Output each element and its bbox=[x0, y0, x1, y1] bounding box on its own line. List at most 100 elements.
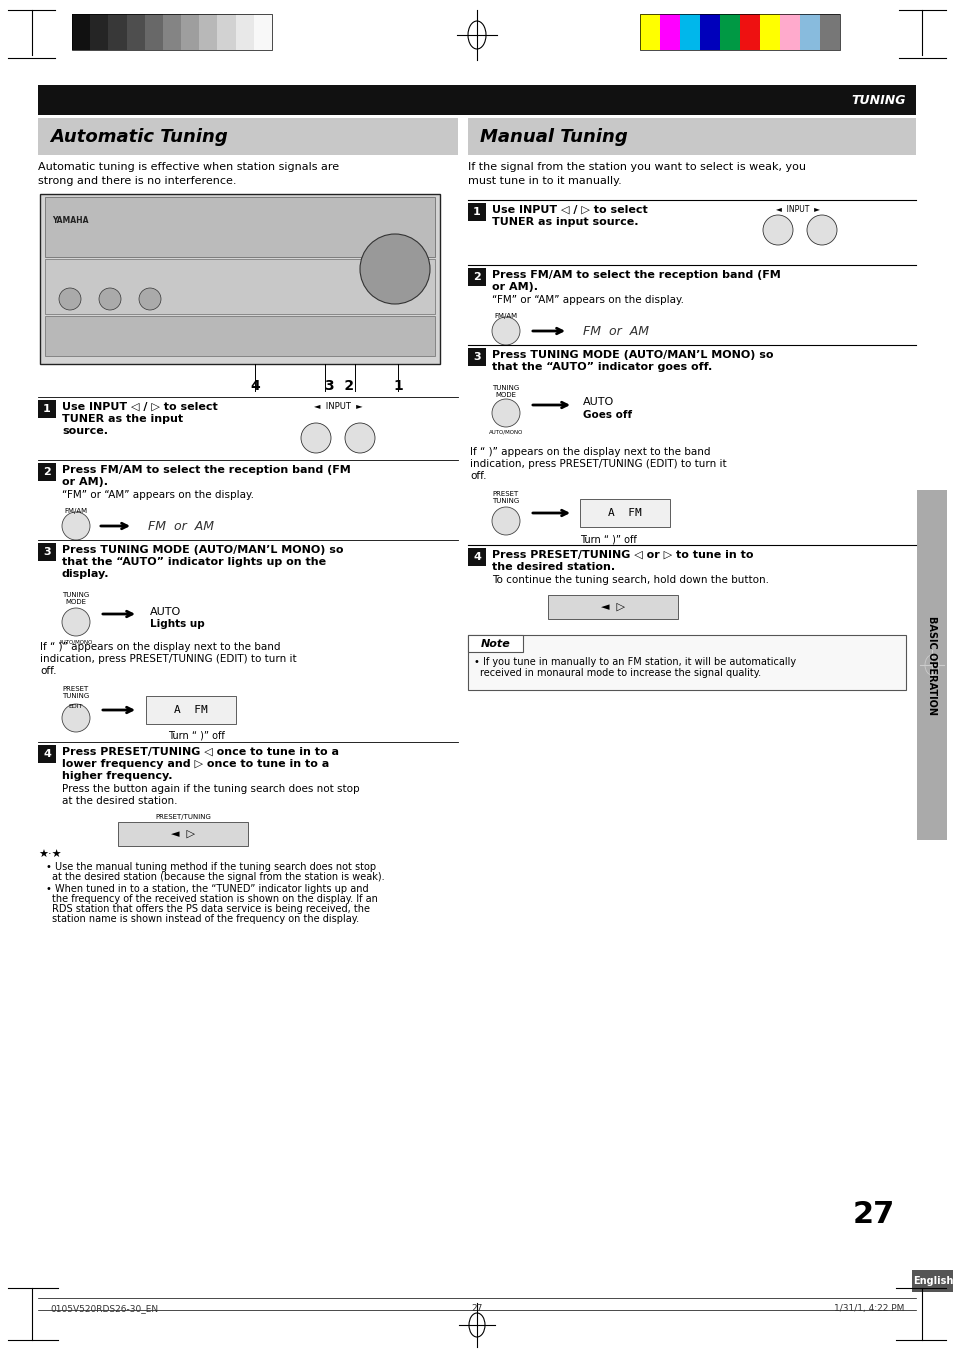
Bar bbox=[780, 14, 800, 50]
Text: 2: 2 bbox=[43, 467, 51, 477]
Text: PRESET
TUNING: PRESET TUNING bbox=[62, 686, 90, 698]
Ellipse shape bbox=[62, 608, 90, 636]
Bar bbox=[199, 14, 217, 50]
Ellipse shape bbox=[492, 317, 519, 345]
Text: AUTO: AUTO bbox=[150, 607, 181, 617]
Text: ◄  INPUT  ►: ◄ INPUT ► bbox=[314, 403, 362, 411]
Bar bbox=[235, 14, 253, 50]
Text: or AM).: or AM). bbox=[492, 282, 537, 292]
Text: Use INPUT ◁ / ▷ to select: Use INPUT ◁ / ▷ to select bbox=[492, 205, 647, 215]
Bar bbox=[740, 14, 760, 50]
Text: 1: 1 bbox=[43, 404, 51, 413]
Text: YAMAHA: YAMAHA bbox=[52, 216, 89, 226]
Text: station name is shown instead of the frequency on the display.: station name is shown instead of the fre… bbox=[52, 915, 358, 924]
Text: that the “AUTO” indicator goes off.: that the “AUTO” indicator goes off. bbox=[492, 362, 712, 372]
Bar bbox=[639, 14, 840, 50]
Text: 3  2: 3 2 bbox=[325, 380, 355, 393]
Bar bbox=[468, 267, 485, 286]
Text: 2: 2 bbox=[473, 272, 480, 282]
Text: off.: off. bbox=[40, 666, 56, 676]
Text: display.: display. bbox=[62, 569, 110, 580]
Ellipse shape bbox=[99, 288, 121, 309]
Text: PRESET/TUNING: PRESET/TUNING bbox=[155, 815, 211, 820]
Ellipse shape bbox=[492, 507, 519, 535]
Text: Automatic Tuning: Automatic Tuning bbox=[50, 128, 228, 146]
Bar bbox=[468, 635, 522, 653]
Text: Press TUNING MODE (AUTO/MAN’L MONO) so: Press TUNING MODE (AUTO/MAN’L MONO) so bbox=[62, 544, 343, 555]
Ellipse shape bbox=[806, 215, 836, 245]
Bar bbox=[38, 400, 56, 417]
Text: 4: 4 bbox=[43, 748, 51, 759]
Text: FM  or  AM: FM or AM bbox=[582, 326, 648, 338]
Text: Turn “ )” off: Turn “ )” off bbox=[168, 731, 225, 740]
Bar bbox=[45, 316, 435, 357]
Text: 3: 3 bbox=[473, 353, 480, 362]
Text: PRESET
TUNING: PRESET TUNING bbox=[492, 490, 519, 504]
Text: Press PRESET/TUNING ◁ once to tune in to a: Press PRESET/TUNING ◁ once to tune in to… bbox=[62, 747, 338, 757]
Bar bbox=[468, 118, 915, 155]
Text: 0105V520RDS26-30_EN: 0105V520RDS26-30_EN bbox=[50, 1304, 158, 1313]
Text: • If you tune in manually to an FM station, it will be automatically: • If you tune in manually to an FM stati… bbox=[474, 657, 796, 667]
Text: If the signal from the station you want to select is weak, you: If the signal from the station you want … bbox=[468, 162, 805, 172]
Text: 1: 1 bbox=[393, 380, 402, 393]
Bar bbox=[40, 195, 439, 363]
Bar bbox=[38, 463, 56, 481]
Text: English: English bbox=[912, 1275, 952, 1286]
Bar bbox=[127, 14, 145, 50]
Ellipse shape bbox=[59, 288, 81, 309]
Text: must tune in to it manually.: must tune in to it manually. bbox=[468, 176, 621, 186]
Bar bbox=[118, 821, 248, 846]
Text: higher frequency.: higher frequency. bbox=[62, 771, 172, 781]
Text: Lights up: Lights up bbox=[150, 619, 205, 630]
Bar bbox=[679, 14, 700, 50]
Bar bbox=[468, 635, 905, 690]
Text: received in monaural mode to increase the signal quality.: received in monaural mode to increase th… bbox=[479, 667, 760, 678]
Bar bbox=[45, 259, 435, 313]
Bar bbox=[800, 14, 820, 50]
Text: 1/31/1, 4:22 PM: 1/31/1, 4:22 PM bbox=[833, 1304, 903, 1313]
Bar bbox=[700, 14, 720, 50]
Text: 4: 4 bbox=[250, 380, 259, 393]
Text: “FM” or “AM” appears on the display.: “FM” or “AM” appears on the display. bbox=[492, 295, 683, 305]
Ellipse shape bbox=[762, 215, 792, 245]
Text: 27: 27 bbox=[852, 1200, 894, 1229]
Text: Press PRESET/TUNING ◁ or ▷ to tune in to: Press PRESET/TUNING ◁ or ▷ to tune in to bbox=[492, 550, 753, 561]
Text: To continue the tuning search, hold down the button.: To continue the tuning search, hold down… bbox=[492, 576, 768, 585]
Text: the frequency of the received station is shown on the display. If an: the frequency of the received station is… bbox=[52, 894, 377, 904]
Ellipse shape bbox=[62, 512, 90, 540]
Text: Note: Note bbox=[480, 639, 511, 648]
Text: A  FM: A FM bbox=[607, 508, 641, 517]
Bar bbox=[163, 14, 181, 50]
Text: Use INPUT ◁ / ▷ to select: Use INPUT ◁ / ▷ to select bbox=[62, 403, 217, 412]
Text: Press FM/AM to select the reception band (FM: Press FM/AM to select the reception band… bbox=[492, 270, 780, 280]
Text: FM/AM: FM/AM bbox=[65, 508, 88, 513]
Text: or AM).: or AM). bbox=[62, 477, 108, 486]
Text: Turn “ )” off: Turn “ )” off bbox=[579, 535, 636, 544]
Text: the desired station.: the desired station. bbox=[492, 562, 615, 571]
Text: off.: off. bbox=[470, 471, 486, 481]
Text: If “ )” appears on the display next to the band: If “ )” appears on the display next to t… bbox=[40, 642, 280, 653]
Bar bbox=[916, 490, 946, 840]
Bar bbox=[579, 499, 669, 527]
Bar bbox=[468, 549, 485, 566]
Text: at the desired station.: at the desired station. bbox=[62, 796, 177, 807]
Bar bbox=[109, 14, 127, 50]
Text: Manual Tuning: Manual Tuning bbox=[479, 128, 627, 146]
Text: ◄  INPUT  ►: ◄ INPUT ► bbox=[775, 205, 820, 213]
Bar bbox=[38, 543, 56, 561]
Text: Press FM/AM to select the reception band (FM: Press FM/AM to select the reception band… bbox=[62, 465, 351, 476]
Text: 27: 27 bbox=[471, 1304, 482, 1313]
Text: TUNER as input source.: TUNER as input source. bbox=[492, 218, 638, 227]
Text: EDIT: EDIT bbox=[69, 704, 83, 709]
Text: indication, press PRESET/TUNING (EDIT) to turn it: indication, press PRESET/TUNING (EDIT) t… bbox=[40, 654, 296, 663]
Text: A  FM: A FM bbox=[174, 705, 208, 715]
Text: that the “AUTO” indicator lights up on the: that the “AUTO” indicator lights up on t… bbox=[62, 557, 326, 567]
Ellipse shape bbox=[359, 234, 430, 304]
Bar bbox=[911, 1270, 953, 1292]
Bar bbox=[38, 118, 457, 155]
Text: 1: 1 bbox=[473, 207, 480, 218]
Bar bbox=[468, 349, 485, 366]
Bar bbox=[38, 85, 915, 115]
Bar bbox=[38, 744, 56, 763]
Text: ★·★: ★·★ bbox=[38, 850, 62, 861]
